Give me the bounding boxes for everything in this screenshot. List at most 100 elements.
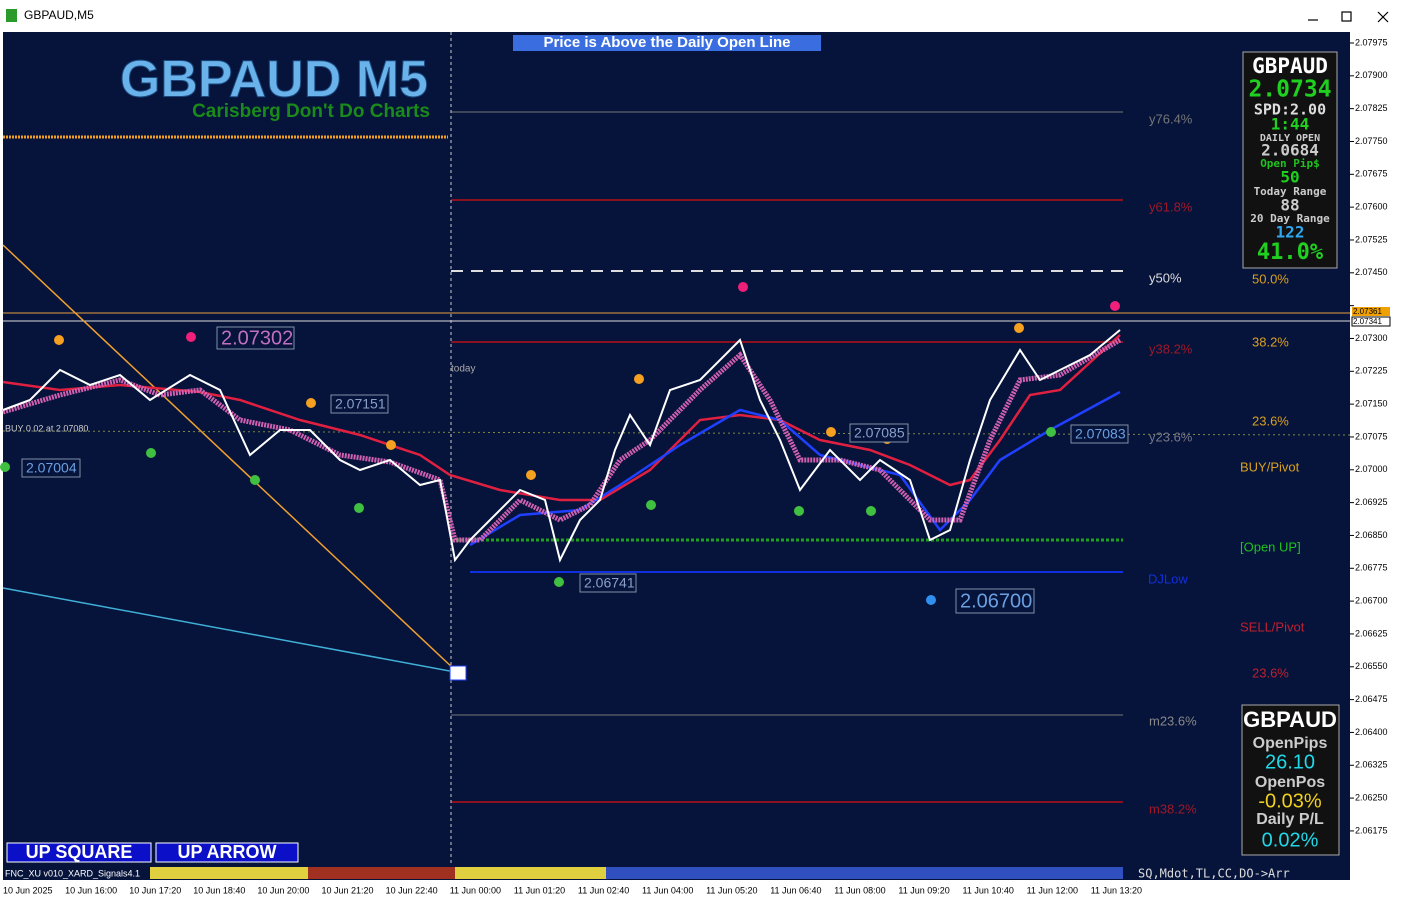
price-label: 2.06325: [1355, 760, 1388, 770]
price-label: 2.06700: [960, 590, 1032, 612]
info-text: SPD:2.00: [1254, 101, 1326, 119]
level-label: y50%: [1149, 270, 1182, 285]
time-label: 11 Jun 02:40: [578, 885, 629, 895]
price-label: 2.07825: [1355, 103, 1388, 113]
time-label: 10 Jun 22:40: [386, 885, 438, 895]
price-tag: 2.07361: [1353, 307, 1382, 316]
time-label: 11 Jun 01:20: [514, 885, 565, 895]
price-axis: [1350, 32, 1401, 882]
price-label: 2.07225: [1355, 366, 1388, 376]
price-label: 2.07600: [1355, 202, 1388, 212]
price-label: 2.06550: [1355, 661, 1388, 671]
button[interactable]: [155, 842, 299, 863]
time-label: 11 Jun 10:40: [963, 885, 1014, 895]
time-label: 11 Jun 13:20: [1091, 885, 1142, 895]
time-label: 10 Jun 18:40: [193, 885, 245, 895]
price-tag: 2.07341: [1353, 317, 1382, 326]
info-panel: [1242, 51, 1338, 269]
info-text: Today Range: [1254, 185, 1327, 198]
titlebar: [0, 0, 1401, 30]
banner: Price is Above the Daily Open Line: [543, 34, 790, 51]
price-label: 2.07085: [854, 425, 905, 441]
price-label-box: [216, 326, 295, 350]
level-label: DJLow: [1148, 571, 1188, 586]
window-controls[interactable]: [1308, 11, 1389, 23]
level-label: 50.0%: [1252, 271, 1289, 286]
pl-text: GBPAUD: [1243, 707, 1337, 732]
info-text: 88: [1280, 196, 1299, 215]
price-label: 2.07151: [335, 396, 386, 412]
price-label: 2.07525: [1355, 234, 1388, 244]
time-axis: [0, 880, 1350, 903]
time-label: 11 Jun 06:40: [770, 885, 821, 895]
price-label: 2.06250: [1355, 792, 1388, 802]
time-label: 11 Jun 08:00: [834, 885, 885, 895]
price-tag-bg: [1351, 316, 1391, 327]
app-icon: [6, 9, 17, 22]
level-label: BUY/Pivot: [1240, 459, 1300, 474]
price-label: 2.06925: [1355, 497, 1388, 507]
level-lines: [2, 32, 1351, 866]
chart-symbol: GBPAUD M5: [120, 51, 428, 109]
level-label: SELL/Pivot: [1240, 619, 1305, 634]
price-label: 2.07750: [1355, 136, 1388, 146]
price-label: 2.07150: [1355, 399, 1388, 409]
pl-panel: [1241, 704, 1340, 856]
pl-text: -0.03%: [1258, 790, 1322, 812]
pl-text: OpenPos: [1255, 774, 1325, 791]
price-label: 2.07302: [221, 327, 293, 349]
price-label: 2.07300: [1355, 333, 1388, 343]
price-label: 2.07000: [1355, 464, 1388, 474]
price-tag-bg: [1352, 307, 1390, 316]
price-label: 2.06850: [1355, 530, 1388, 540]
window-title: GBPAUD,M5: [24, 8, 94, 22]
info-text: 2.0734: [1248, 77, 1331, 103]
price-label-box: [21, 458, 81, 478]
time-label: 10 Jun 21:20: [322, 885, 374, 895]
time-label: 11 Jun 05:20: [706, 885, 757, 895]
price-label: 2.06775: [1355, 563, 1388, 573]
pl-text: OpenPips: [1253, 735, 1328, 752]
signal-dots: [0, 282, 1120, 681]
banner-bg: [513, 35, 821, 51]
info-text: Open Pip$: [1260, 157, 1320, 170]
chart-note: today: [451, 364, 475, 375]
price-label: 2.06475: [1355, 694, 1388, 704]
price-label: 2.07675: [1355, 169, 1388, 179]
time-label: 10 Jun 17:20: [129, 885, 181, 895]
price-label: 2.06625: [1355, 628, 1388, 638]
info-text: 2.0684: [1261, 141, 1319, 160]
price-label: 2.07450: [1355, 267, 1388, 277]
strip-segment: [308, 867, 455, 879]
time-label: 10 Jun 16:00: [65, 885, 117, 895]
price-label: 2.07975: [1355, 37, 1388, 47]
indicator-legend: SQ,Mdot,TL,CC,DO->Arr: [1138, 867, 1290, 881]
button[interactable]: [6, 842, 152, 863]
level-label: y61.8%: [1149, 199, 1193, 214]
price-label: 2.07900: [1355, 70, 1388, 80]
level-label: y38.2%: [1149, 341, 1193, 356]
time-label: 11 Jun 12:00: [1027, 885, 1078, 895]
time-label: 10 Jun 2025: [3, 885, 53, 895]
info-text: 50: [1280, 168, 1299, 187]
pl-text: 26.10: [1265, 751, 1315, 773]
info-text: 41.0%: [1257, 240, 1324, 265]
time-label: 11 Jun 04:00: [642, 885, 693, 895]
level-label: 23.6%: [1252, 413, 1289, 428]
price-label-box: [579, 573, 637, 593]
price-label: 2.06175: [1355, 825, 1388, 835]
time-label: 10 Jun 20:00: [257, 885, 309, 895]
info-text: 1:44: [1271, 115, 1310, 134]
level-label: [Open UP]: [1240, 539, 1301, 554]
chart-area: [3, 32, 1350, 866]
level-label: 23.6%: [1252, 665, 1289, 680]
info-text: 122: [1276, 223, 1305, 242]
strip-segment: [455, 867, 606, 879]
time-label: 11 Jun 00:00: [450, 885, 501, 895]
info-text: 20 Day Range: [1250, 212, 1330, 225]
level-label: m23.6%: [1149, 713, 1197, 728]
price-label: 2.07075: [1355, 431, 1388, 441]
price-lines: [2, 329, 1122, 563]
level-label: y76.4%: [1149, 111, 1193, 126]
